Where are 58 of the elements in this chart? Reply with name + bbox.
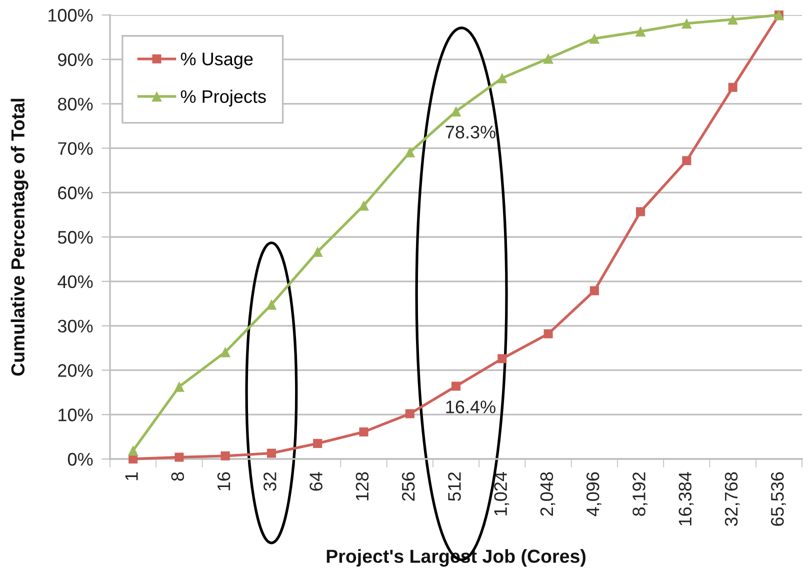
- legend-label: % Projects: [180, 90, 266, 107]
- data-label: 16.4%: [446, 400, 496, 414]
- point: [174, 452, 184, 462]
- point: [498, 354, 507, 364]
- y-tick-label: 60%: [58, 186, 93, 200]
- y-tick-label: 10%: [58, 408, 93, 422]
- point: [635, 26, 646, 37]
- point: [496, 72, 508, 84]
- point: [358, 200, 369, 211]
- point: [359, 427, 368, 436]
- legend-label: % Usage: [180, 52, 253, 69]
- x-tick-label: 8,192: [632, 472, 648, 516]
- point: [313, 438, 322, 448]
- y-tick-label: 40%: [58, 275, 93, 288]
- x-tick-label: 4,096: [586, 472, 602, 516]
- y-tick-label: 100%: [48, 8, 93, 22]
- y-tick-label: 70%: [58, 142, 93, 155]
- point: [266, 299, 277, 310]
- point: [589, 33, 600, 44]
- x-tick-label: 32,768: [724, 472, 740, 526]
- point: [728, 82, 738, 92]
- y-tick-label: 30%: [58, 320, 93, 333]
- point: [405, 409, 414, 418]
- data-label: 78.3%: [446, 126, 496, 138]
- point: [728, 14, 738, 25]
- point: [681, 18, 692, 29]
- point: [544, 329, 553, 338]
- point: [590, 286, 599, 296]
- point: [450, 106, 462, 117]
- point: [220, 346, 231, 358]
- x-tick-label: 65,536: [770, 472, 786, 526]
- y-tick-label: 90%: [58, 53, 93, 66]
- point: [128, 445, 138, 456]
- point: [451, 382, 461, 391]
- y-tick-label: 0%: [68, 452, 93, 466]
- point: [174, 381, 184, 392]
- point: [266, 448, 276, 458]
- x-tick-label: 1: [125, 472, 138, 480]
- x-tick-label: 128: [356, 472, 369, 500]
- point: [543, 53, 554, 64]
- point: [312, 246, 323, 257]
- x-tick-label: 64: [310, 472, 322, 491]
- x-tick-label: 16,384: [678, 472, 694, 526]
- y-axis-title: Cumulative Percentage of Total: [10, 98, 28, 376]
- x-tick-label: 512: [448, 472, 461, 501]
- y-tick-label: 80%: [58, 98, 93, 111]
- y-tick-label: 20%: [58, 364, 93, 377]
- point: [682, 156, 692, 166]
- x-tick-label: 256: [402, 472, 415, 501]
- x-tick-label: 1,024: [494, 472, 510, 516]
- y-tick-label: 50%: [58, 230, 93, 244]
- point: [636, 207, 646, 216]
- x-tick-label: 8: [171, 472, 184, 481]
- point: [404, 146, 416, 158]
- x-tick-label: 2,048: [540, 472, 556, 516]
- x-tick-label: 32: [264, 472, 276, 491]
- point: [220, 451, 230, 460]
- x-tick-label: 16: [217, 472, 230, 490]
